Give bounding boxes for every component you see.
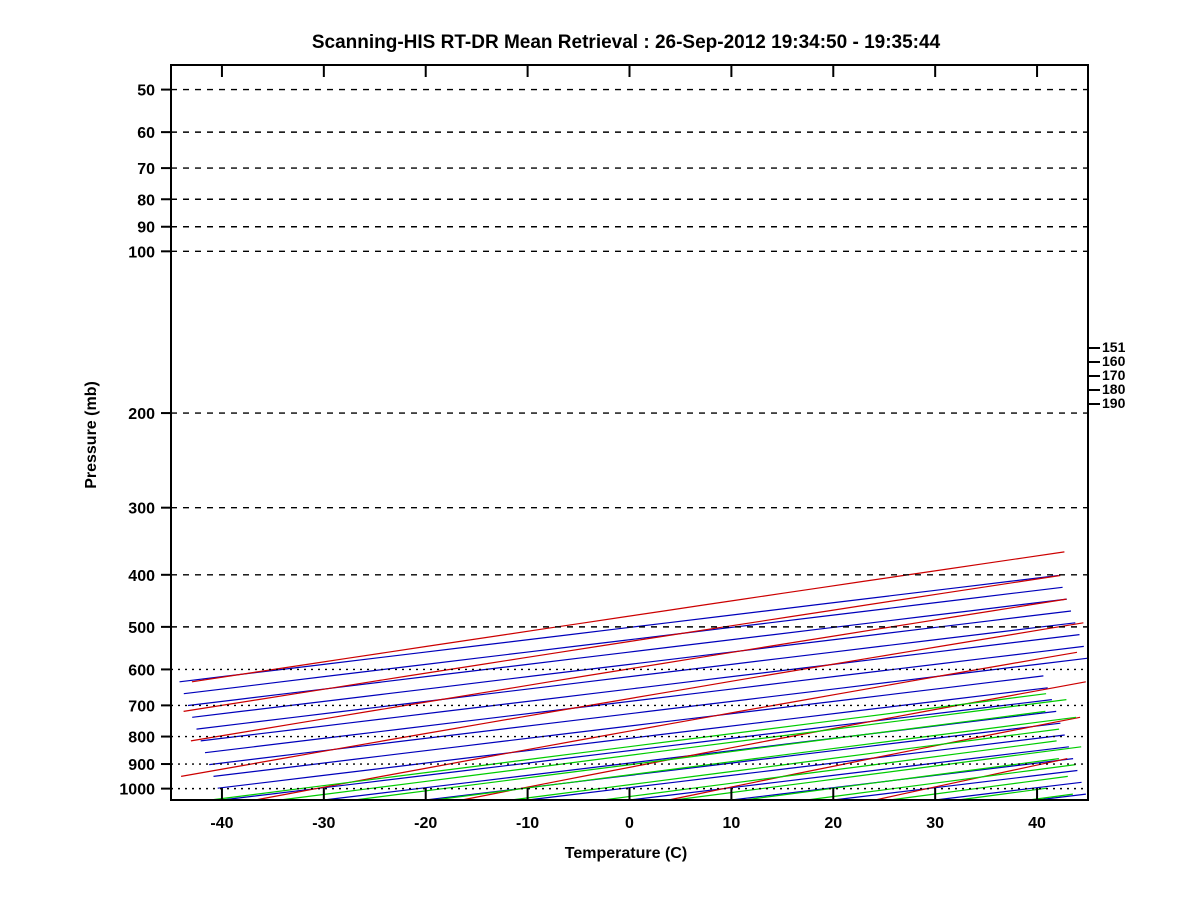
dry-adiabat-line <box>461 681 1086 801</box>
mixing-ratio-line <box>210 693 1047 801</box>
y-tick-label: 600 <box>128 662 155 679</box>
dry-adiabat-line <box>180 622 1084 777</box>
y-tick-label: 700 <box>128 698 155 715</box>
mixing-ratio-line <box>744 758 1059 801</box>
isotherm-line <box>935 781 1082 801</box>
y-tick-label: 60 <box>137 125 155 142</box>
isotherm-line <box>221 699 1052 801</box>
y-tick-label: 300 <box>128 501 155 518</box>
dry-adiabat-line <box>875 758 1068 801</box>
right-axis-label: 190 <box>1102 395 1126 411</box>
plot-frame <box>170 64 1089 801</box>
y-tick-label: 800 <box>128 730 155 747</box>
y-tick-label: 1000 <box>119 782 155 799</box>
right-axis-label: 151 <box>1102 339 1126 355</box>
y-tick-label: 50 <box>137 83 155 100</box>
isotherm-line <box>200 634 1080 742</box>
chart-title: Scanning-HIS RT-DR Mean Retrieval : 26-S… <box>312 32 941 53</box>
right-axis-label: 170 <box>1102 367 1126 383</box>
x-tick-label: -10 <box>516 815 539 832</box>
y-tick-label: 70 <box>137 161 155 178</box>
y-tick-label: 100 <box>128 244 155 261</box>
dry-adiabat-line <box>183 574 1061 712</box>
isotherm-line <box>833 769 1078 801</box>
dry-adiabat-line <box>668 716 1081 801</box>
dry-adiabat-line <box>190 598 1067 742</box>
y-tick-label: 500 <box>128 620 155 637</box>
x-axis-title: Temperature (C) <box>565 845 687 862</box>
mixing-ratio-line <box>602 740 1057 801</box>
right-axis-label: 180 <box>1102 381 1126 397</box>
x-tick-label: -30 <box>312 815 335 832</box>
y-tick-label: 200 <box>128 406 155 423</box>
y-tick-label: 900 <box>128 757 155 774</box>
background-line-grid <box>179 551 1089 801</box>
isotherm-line <box>192 610 1072 718</box>
y-tick-label: 80 <box>137 192 155 209</box>
x-tick-label: 20 <box>824 815 842 832</box>
isotherm-line <box>183 586 1063 695</box>
isotherm-line <box>204 645 1084 754</box>
x-tick-label: -40 <box>210 815 233 832</box>
x-tick-label: 0 <box>625 815 634 832</box>
y-tick-label: 90 <box>137 220 155 237</box>
isotherm-line <box>213 675 1044 777</box>
mixing-ratio-line <box>806 764 1076 801</box>
isotherm-line <box>196 622 1076 730</box>
isotherm-line <box>217 687 1048 789</box>
mixing-ratio-line <box>511 728 1060 801</box>
y-axis-title: Pressure (mb) <box>83 381 100 489</box>
x-tick-label: 30 <box>926 815 944 832</box>
isotherm-line <box>527 734 1065 801</box>
dry-adiabat-line <box>255 651 1078 801</box>
mixing-ratio-line <box>958 787 1047 801</box>
mixing-ratio-line <box>433 716 1077 801</box>
isotherm-line <box>629 746 1069 801</box>
mixing-ratio-line <box>674 746 1082 801</box>
y-tick-label: 400 <box>128 568 155 585</box>
x-tick-label: -20 <box>414 815 437 832</box>
x-tick-label: 40 <box>1028 815 1046 832</box>
y-axis-ticks: 50 60 70 80 90 100 200 300 400 500 600 700 800 900 100… <box>119 83 171 799</box>
mixing-ratio-line <box>280 699 1067 801</box>
mixing-ratio-line <box>354 710 1046 801</box>
isotherm-line <box>179 574 1059 683</box>
dry-adiabat-line <box>191 551 1065 683</box>
mixing-ratio-line <box>889 775 1068 801</box>
x-axis-ticks: -40 -30 -20 -10 0 10 20 30 40 <box>210 65 1046 832</box>
x-tick-label: 10 <box>722 815 740 832</box>
right-axis-label: 160 <box>1102 353 1126 369</box>
